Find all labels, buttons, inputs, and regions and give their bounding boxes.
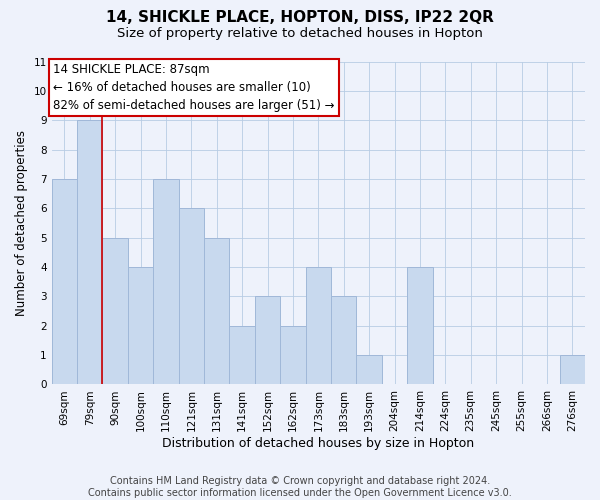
Bar xyxy=(179,208,204,384)
Bar xyxy=(280,326,305,384)
Text: 14, SHICKLE PLACE, HOPTON, DISS, IP22 2QR: 14, SHICKLE PLACE, HOPTON, DISS, IP22 2Q… xyxy=(106,10,494,25)
Text: Contains HM Land Registry data © Crown copyright and database right 2024.
Contai: Contains HM Land Registry data © Crown c… xyxy=(88,476,512,498)
Y-axis label: Number of detached properties: Number of detached properties xyxy=(15,130,28,316)
Text: 14 SHICKLE PLACE: 87sqm
← 16% of detached houses are smaller (10)
82% of semi-de: 14 SHICKLE PLACE: 87sqm ← 16% of detache… xyxy=(53,63,334,112)
Bar xyxy=(229,326,255,384)
Bar xyxy=(255,296,280,384)
X-axis label: Distribution of detached houses by size in Hopton: Distribution of detached houses by size … xyxy=(162,437,475,450)
Bar xyxy=(305,267,331,384)
Bar xyxy=(128,267,153,384)
Bar xyxy=(356,355,382,384)
Bar xyxy=(103,238,128,384)
Bar xyxy=(331,296,356,384)
Bar xyxy=(560,355,585,384)
Text: Size of property relative to detached houses in Hopton: Size of property relative to detached ho… xyxy=(117,28,483,40)
Bar xyxy=(204,238,229,384)
Bar xyxy=(153,179,179,384)
Bar xyxy=(77,120,103,384)
Bar xyxy=(407,267,433,384)
Bar xyxy=(52,179,77,384)
